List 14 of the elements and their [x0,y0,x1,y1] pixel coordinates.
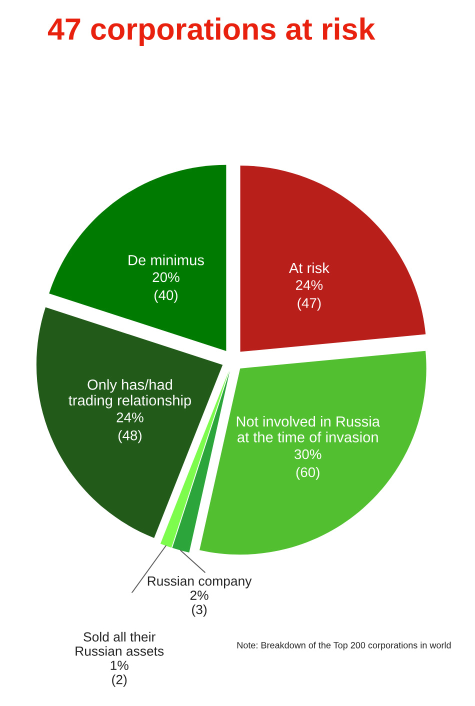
data-label: 24% (48) [116,412,144,444]
data-label: 24% (47) [296,280,323,311]
data-label: 2% (3) [190,590,208,617]
slice-label: De minimus [128,254,204,266]
text: Note: Breakdown of the Top 200 corporations in world [237,642,451,650]
chart-title: 47 corporations at risk [48,18,376,46]
data-label: 30% (60) [294,449,322,480]
data-label: 20% (40) [152,272,180,303]
slice-label: Only has/had trading relationship [68,379,191,408]
slice-label: At risk [288,262,330,274]
data-label: 1% (2) [110,660,128,687]
slice-label: Sold all their Russian assets [76,632,164,656]
slice-label: Not involved in Russia at the time of invasion [236,416,380,442]
slice-label: Russian company [148,576,252,588]
